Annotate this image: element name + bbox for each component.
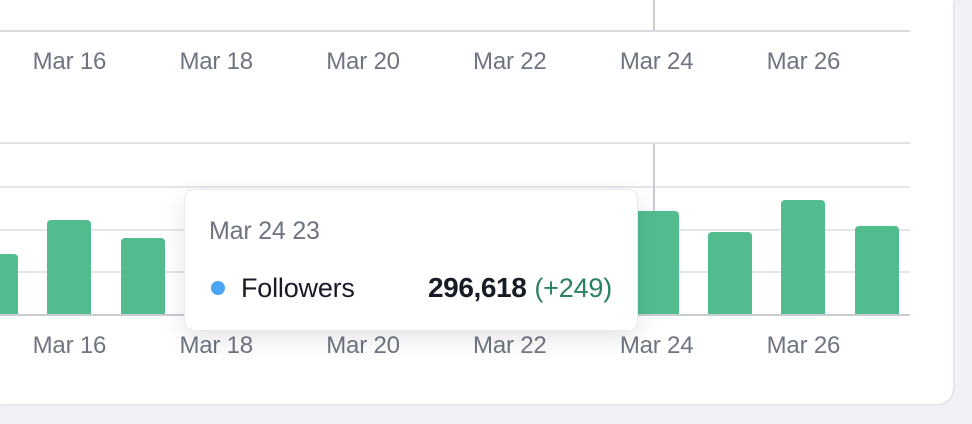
- bar-mar-26[interactable]: [781, 200, 826, 314]
- x-tick-label: Mar 16: [32, 48, 107, 75]
- bar-mar-24[interactable]: [634, 211, 679, 314]
- tooltip-series-label: Followers: [241, 272, 355, 303]
- gridline: [0, 186, 910, 188]
- lower-x-axis-labels: Mar 16 Mar 18 Mar 20 Mar 22 Mar 24 Mar 26: [0, 331, 910, 361]
- chart-tooltip: Mar 24 23 Followers 296,618 (+249): [184, 189, 638, 331]
- x-tick-label: Mar 16: [32, 332, 107, 359]
- x-tick-label: Mar 18: [179, 48, 253, 75]
- x-tick-label: Mar 26: [766, 48, 841, 75]
- x-tick-label: Mar 22: [473, 48, 547, 75]
- tooltip-series-row: Followers 296,618 (+249): [209, 272, 612, 304]
- x-tick-label: Mar 24: [619, 332, 694, 359]
- tooltip-date: Mar 24 23: [209, 217, 320, 245]
- x-tick-label: Mar 22: [473, 332, 547, 359]
- upper-x-axis-labels: Mar 16 Mar 18 Mar 20 Mar 22 Mar 24 Mar 26: [0, 47, 910, 77]
- bar-mar-25[interactable]: [708, 232, 752, 314]
- x-tick-label: Mar 18: [179, 332, 253, 359]
- tooltip-value: 296,618: [427, 272, 527, 303]
- bar-mar-16[interactable]: [47, 220, 92, 314]
- x-tick-label: Mar 24: [619, 48, 694, 75]
- series-dot-icon: [211, 281, 225, 295]
- x-tick-label: Mar 20: [326, 332, 400, 359]
- bar-mar-15[interactable]: [0, 254, 18, 314]
- x-tick-label: Mar 26: [766, 332, 841, 359]
- bar-mar-17[interactable]: [120, 238, 165, 314]
- upper-chart-panel[interactable]: [0, 0, 910, 32]
- tooltip-delta: (+249): [534, 272, 612, 303]
- bar-mar-27[interactable]: [854, 226, 899, 314]
- chart-card: Mar 16 Mar 18 Mar 20 Mar 22 Mar 24 Mar 26 Mar…: [0, 0, 953, 404]
- hover-crosshair-line: [653, 0, 655, 30]
- x-tick-label: Mar 20: [326, 48, 400, 75]
